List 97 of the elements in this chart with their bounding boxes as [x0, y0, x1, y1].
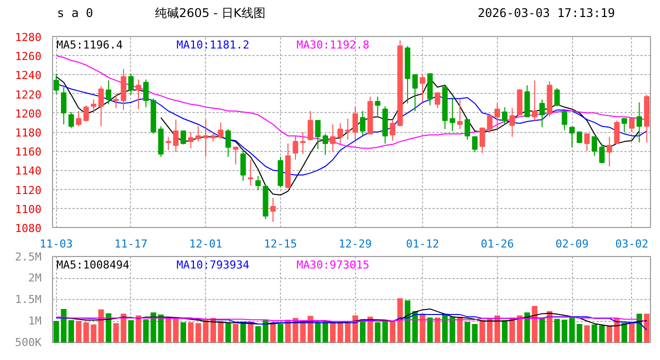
- candlestick: [202, 119, 208, 158]
- text: MA5:1196.4: [56, 38, 124, 52]
- candlestick: [509, 108, 515, 138]
- candlestick: [450, 97, 456, 132]
- candlestick: [554, 88, 560, 107]
- candlestick: [232, 146, 238, 165]
- text: MA30:1192.8: [296, 38, 370, 52]
- chart-title: 纯碱2605 - 日K线图: [155, 5, 266, 22]
- y-tick-label: 2M: [28, 272, 42, 284]
- y-tick-label: 1100: [15, 202, 42, 216]
- candlestick: [592, 136, 598, 156]
- text: MA5:1008494: [56, 258, 130, 272]
- candlestick: [464, 119, 470, 140]
- y-tick-label: 1240: [15, 69, 42, 82]
- candlestick: [120, 68, 126, 111]
- candlestick: [106, 80, 112, 105]
- candlestick: [248, 159, 254, 186]
- candlestick: [83, 104, 89, 122]
- text: 2026-03-03 17:13:19: [478, 5, 615, 22]
- candlestick: [330, 124, 336, 153]
- candlestick: [352, 106, 358, 140]
- candlestick: [539, 99, 545, 128]
- candlestick: [240, 150, 246, 182]
- x-tick-label: 11-03: [40, 238, 73, 250]
- y-tick-label: 1180: [15, 126, 42, 140]
- y-tick-label: 500K: [15, 336, 42, 349]
- x-tick-label: 01-12: [406, 238, 440, 250]
- text: s a 0: [57, 5, 94, 22]
- candlestick: [113, 93, 119, 109]
- candlestick: [494, 102, 500, 130]
- candlestick: [360, 110, 366, 136]
- candlestick: [255, 175, 261, 191]
- candlestick: [143, 78, 149, 108]
- candlestick: [98, 86, 104, 127]
- candlestick: [218, 122, 224, 140]
- text: MA10:793934: [176, 258, 250, 272]
- candlestick: [300, 132, 306, 154]
- candlestick: [420, 74, 426, 102]
- x-tick-label: 12-29: [338, 238, 372, 250]
- text: MA30:973015: [296, 258, 370, 272]
- y-tick-label: 1.5M: [15, 293, 42, 306]
- candlestick: [90, 99, 96, 114]
- candlestick: [606, 136, 612, 167]
- candlestick: [76, 110, 82, 127]
- text: MA10:1181.2: [176, 38, 250, 52]
- y-tick-label: 1M: [28, 314, 42, 328]
- candlestick: [614, 120, 620, 144]
- candlestick: [629, 118, 635, 132]
- y-tick-label: 1120: [15, 184, 42, 197]
- candlestick: [315, 120, 321, 150]
- candlestick: [166, 136, 172, 151]
- y-tick-label: 2.5M: [15, 250, 42, 264]
- candlestick: [390, 119, 396, 142]
- y-tick-label: 1280: [15, 31, 42, 44]
- candlestick: [502, 106, 508, 125]
- candlestick: [136, 78, 142, 110]
- candlestick: [562, 111, 568, 131]
- candlestick: [53, 73, 59, 94]
- y-tick-label: 1140: [15, 164, 42, 178]
- candlestick: [472, 136, 478, 153]
- candlestick: [270, 197, 276, 222]
- candlestick: [374, 96, 380, 116]
- x-tick-label: 11-17: [114, 238, 148, 250]
- candlestick: [173, 119, 179, 153]
- candlestick: [128, 73, 134, 96]
- candlestick: [308, 110, 314, 142]
- candlestick: [584, 133, 590, 152]
- candlestick: [188, 132, 194, 149]
- candlestick: [487, 113, 493, 132]
- candlestick: [292, 135, 298, 160]
- candlestick: [622, 118, 628, 132]
- candlestick: [68, 111, 74, 129]
- candlestick: [636, 102, 642, 144]
- candlestick: [480, 128, 486, 154]
- x-tick-label: 02-09: [555, 238, 589, 250]
- candlestick: [412, 74, 418, 112]
- y-tick-label: 1260: [15, 50, 42, 64]
- y-tick-label: 1160: [15, 146, 42, 159]
- candlestick: [345, 118, 351, 140]
- x-tick-label: 01-26: [480, 238, 514, 250]
- candlestick: [322, 133, 328, 156]
- candlestick: [457, 99, 463, 130]
- y-tick-label: 1200: [15, 107, 42, 120]
- candlestick: [532, 80, 538, 122]
- candlestick: [196, 126, 202, 142]
- candlestick: [434, 92, 440, 109]
- candlestick: [60, 86, 66, 125]
- candlestick: [225, 128, 231, 158]
- y-tick-label: 1080: [15, 222, 42, 235]
- x-tick-label: 12-15: [264, 238, 298, 250]
- candlestick: [210, 132, 216, 142]
- candlestick: [599, 142, 605, 164]
- x-tick-label: 03-02: [615, 238, 648, 250]
- candlestick: [180, 130, 186, 145]
- candlestick: [338, 122, 344, 145]
- x-tick-label: 12-01: [189, 238, 222, 250]
- y-tick-label: 1220: [15, 88, 42, 102]
